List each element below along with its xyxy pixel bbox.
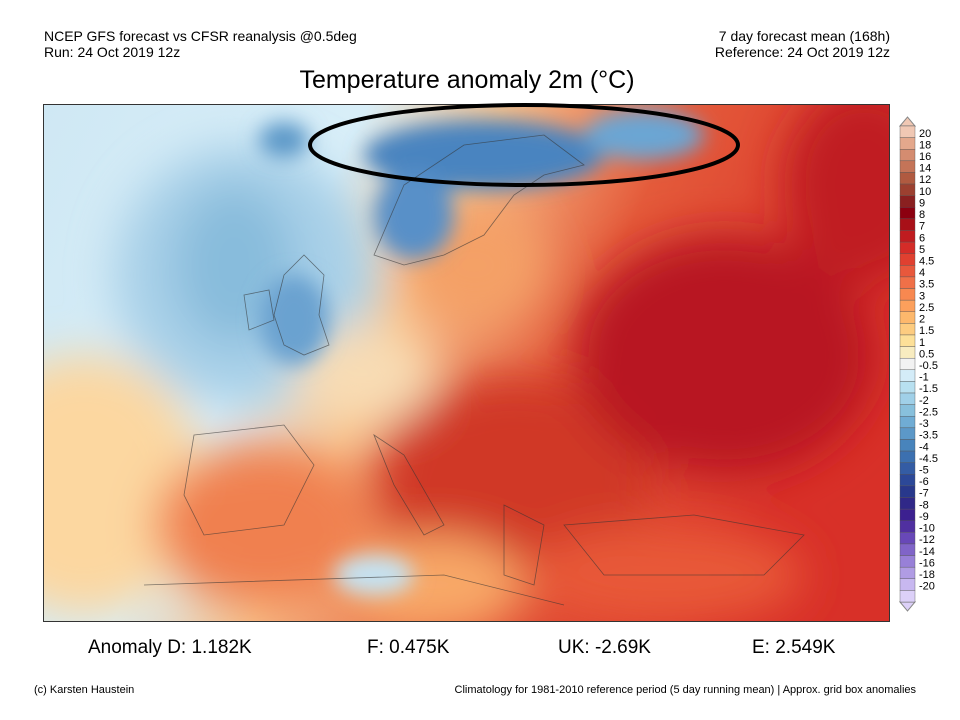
colorbar-swatch [899, 149, 916, 162]
reference-label: Reference: 24 Oct 2019 12z [714, 44, 890, 60]
colorbar-swatch [899, 532, 916, 545]
colorbar-swatch [899, 207, 916, 220]
colorbar-swatch [899, 369, 916, 382]
colorbar-label: 14 [919, 163, 931, 175]
colorbar-label: -5 [919, 464, 929, 476]
colorbar-swatch [899, 125, 916, 138]
colorbar-label: -3 [919, 418, 929, 430]
colorbar-swatch [899, 555, 916, 568]
colorbar-label: -4.5 [919, 453, 938, 465]
colorbar-label: 0.5 [919, 348, 934, 360]
colorbar-swatch [899, 288, 916, 301]
colorbar-label: -9 [919, 511, 929, 523]
colorbar-label: -0.5 [919, 360, 938, 372]
anomaly-e: E: 2.549K [752, 637, 836, 658]
colorbar-label: 10 [919, 186, 931, 198]
colorbar-label: -16 [919, 557, 935, 569]
colorbar-swatch [899, 520, 916, 533]
colorbar-label: -18 [919, 569, 935, 581]
colorbar-swatch [899, 311, 916, 324]
colorbar-label: -14 [919, 546, 935, 558]
colorbar-label: 7 [919, 221, 925, 233]
colorbar-label: -12 [919, 534, 935, 546]
colorbar-swatch [899, 218, 916, 231]
colorbar-swatch [899, 265, 916, 278]
colorbar-swatch [899, 497, 916, 510]
colorbar-swatch [899, 357, 916, 371]
colorbar-swatch [899, 137, 916, 150]
colorbar-swatch [899, 334, 916, 347]
colorbar-label: 4 [919, 267, 925, 279]
anomaly-uk: UK: -2.69K [558, 637, 651, 658]
colorbar-label: 3.5 [919, 279, 934, 291]
colorbar-label: 1 [919, 337, 925, 349]
colorbar-label: 3 [919, 290, 925, 302]
colorbar-swatch [899, 241, 916, 254]
colorbar-swatch [899, 276, 916, 289]
colorbar-swatch [899, 485, 916, 498]
colorbar-label: 6 [919, 232, 925, 244]
colorbar-label: -10 [919, 523, 935, 535]
colorbar-label: 18 [919, 139, 931, 151]
colorbar-label: 2 [919, 314, 925, 326]
colorbar-label: 8 [919, 209, 925, 221]
run-label: Run: 24 Oct 2019 12z [44, 44, 181, 60]
anomaly-d: Anomaly D: 1.182K [88, 637, 252, 658]
colorbar-swatch [899, 183, 916, 196]
forecast-label: 7 day forecast mean (168h) [718, 28, 890, 44]
colorbar-swatch [899, 299, 916, 312]
model-label: NCEP GFS forecast vs CFSR reanalysis @0.… [44, 28, 357, 44]
coastlines [143, 134, 805, 606]
colorbar-swatch [899, 195, 916, 208]
colorbar-label: 1.5 [919, 325, 934, 337]
colorbar-swatch [899, 543, 916, 556]
anomaly-f: F: 0.475K [367, 637, 450, 658]
colorbar-swatch [899, 450, 916, 463]
colorbar-swatch [899, 160, 916, 173]
colorbar-swatch [899, 439, 916, 452]
colorbar-swatch [899, 474, 916, 487]
colorbar-swatch [899, 427, 916, 440]
colorbar-label: 9 [919, 197, 925, 209]
colorbar-label: -6 [919, 476, 929, 488]
colorbar-arrow-top [898, 116, 917, 127]
anomaly-map [43, 104, 890, 622]
colorbar-label: -1.5 [919, 383, 938, 395]
colorbar-label: 12 [919, 174, 931, 186]
colorbar-swatch [899, 253, 916, 266]
colorbar-swatch [899, 230, 916, 243]
colorbar-label: 4.5 [919, 256, 934, 268]
colorbar-label: 5 [919, 244, 925, 256]
colorbar-swatch [899, 346, 916, 359]
colorbar-label: -3.5 [919, 430, 938, 442]
colorbar-label: -7 [919, 488, 929, 500]
credit: (c) Karsten Haustein [34, 684, 135, 696]
colorbar-label: -2 [919, 395, 929, 407]
colorbar-swatch [899, 508, 916, 521]
colorbar-label: -2.5 [919, 406, 938, 418]
colorbar-swatch [899, 590, 916, 603]
colorbar-label: -4 [919, 441, 929, 453]
colorbar-label: 2.5 [919, 302, 934, 314]
colorbar-swatch [899, 566, 916, 579]
colorbar: 201816141210987654.543.532.521.510.5-0.5… [898, 116, 938, 612]
colorbar-swatch [899, 404, 916, 417]
colorbar-label: -8 [919, 499, 929, 511]
colorbar-swatch [899, 323, 916, 336]
colorbar-swatch [899, 381, 916, 394]
climatology-note: Climatology for 1981-2010 reference peri… [454, 684, 916, 696]
colorbar-arrow-bottom [898, 601, 917, 612]
colorbar-label: -20 [919, 581, 935, 593]
colorbar-swatch [899, 392, 916, 405]
map-title: Temperature anomaly 2m (°C) [299, 66, 635, 94]
colorbar-swatch [899, 416, 916, 429]
colorbar-swatch [899, 578, 916, 591]
colorbar-label: -1 [919, 372, 929, 384]
colorbar-swatch [899, 462, 916, 475]
colorbar-swatch [899, 172, 916, 185]
colorbar-label: 20 [919, 128, 931, 140]
colorbar-label: 16 [919, 151, 931, 163]
